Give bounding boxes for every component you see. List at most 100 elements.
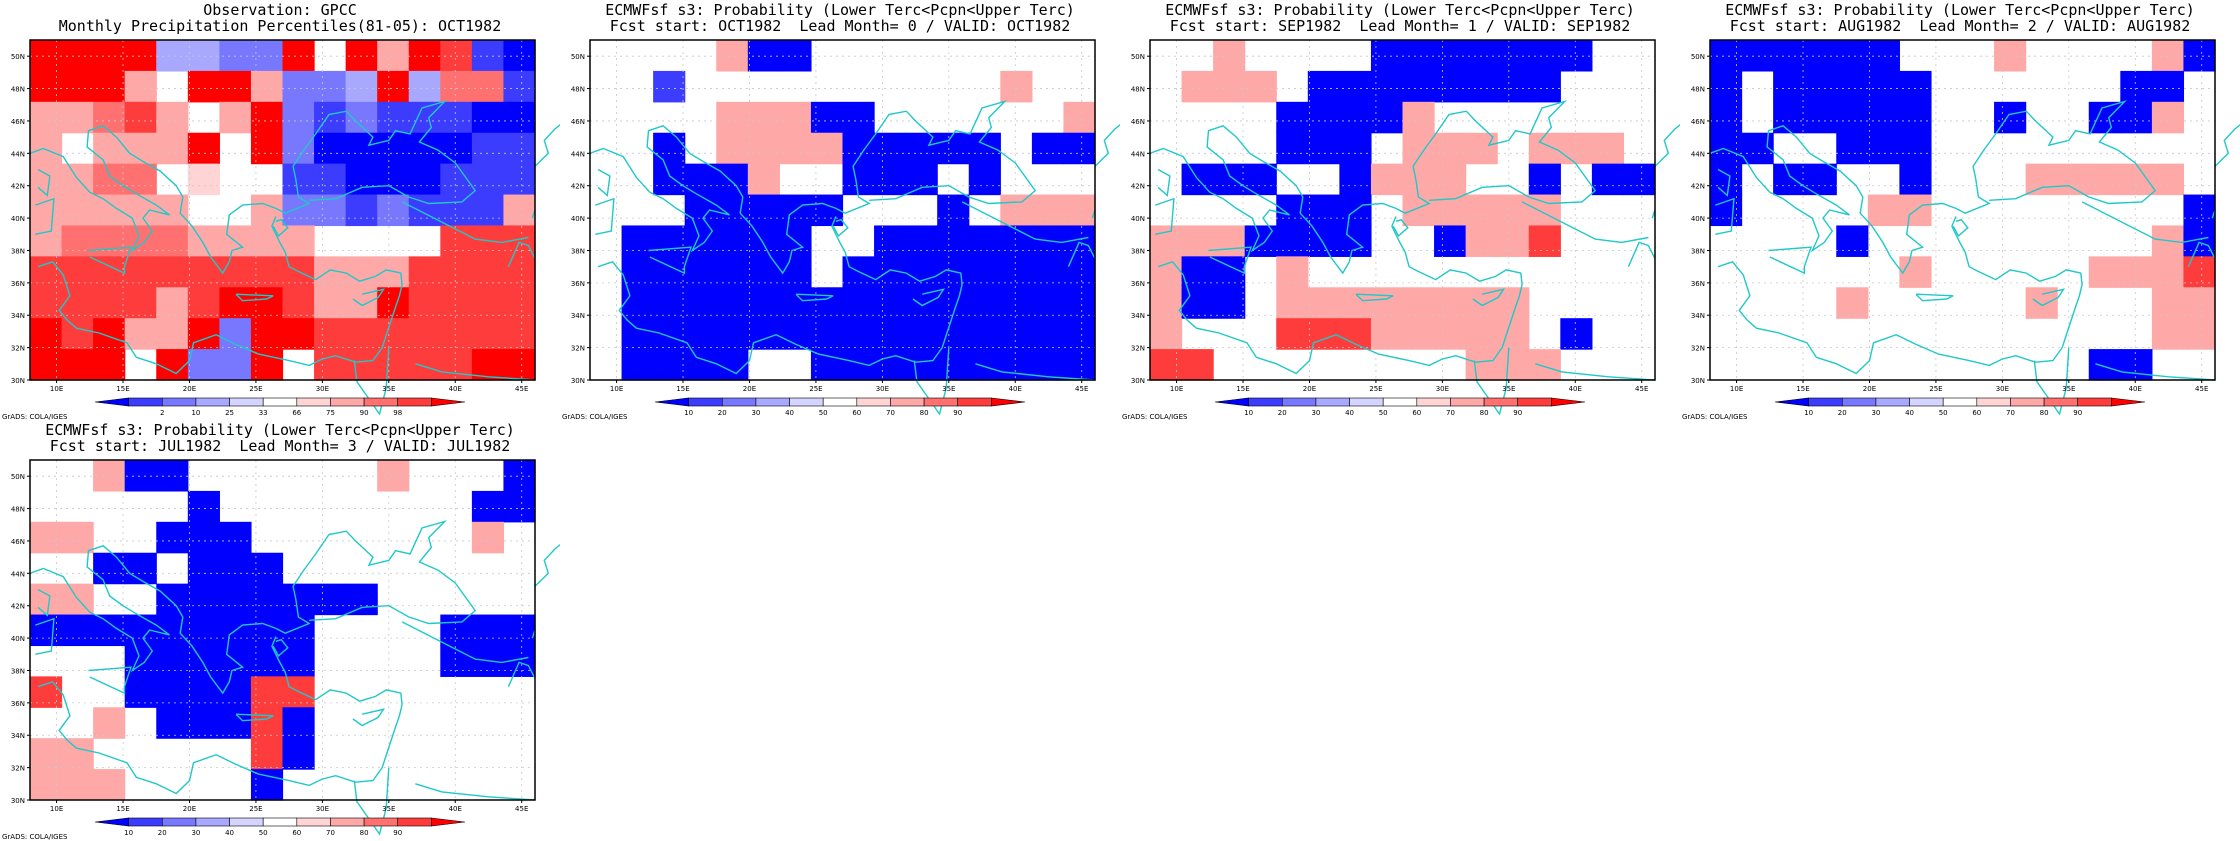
precip-cell bbox=[440, 645, 473, 677]
coastline bbox=[1915, 293, 1954, 302]
precip-cell bbox=[937, 194, 970, 227]
lat-label: 48N bbox=[571, 86, 585, 94]
coastline bbox=[507, 241, 536, 267]
lon-label: 45E bbox=[515, 805, 528, 813]
coastline bbox=[415, 363, 536, 381]
colorbar-segment bbox=[1416, 397, 1451, 407]
precip-cell bbox=[2183, 318, 2216, 350]
colorbar-label: 50 bbox=[259, 829, 268, 837]
colorbar-label: 20 bbox=[158, 829, 167, 837]
precip-cell bbox=[1867, 40, 1900, 72]
precip-cell bbox=[250, 70, 284, 103]
precip-cell bbox=[345, 583, 378, 616]
precip-cell bbox=[1276, 132, 1309, 165]
precip-cell bbox=[968, 132, 1001, 165]
precip-cell bbox=[282, 583, 315, 616]
colorbar-label: 40 bbox=[225, 829, 234, 837]
lon-label: 35E bbox=[1502, 385, 1515, 393]
precip-cell bbox=[1276, 287, 1309, 319]
precip-cell bbox=[1402, 287, 1435, 319]
precip-cell bbox=[1836, 40, 1869, 72]
colorbar-label: 60 bbox=[1412, 409, 1421, 417]
lat-label: 38N bbox=[11, 667, 25, 675]
colorbar-label: 50 bbox=[1379, 409, 1388, 417]
precip-cell bbox=[61, 194, 94, 227]
colorbar-label: 70 bbox=[2006, 409, 2015, 417]
precip-cell bbox=[1031, 194, 1065, 227]
lon-label: 15E bbox=[1236, 385, 1249, 393]
precip-cell bbox=[187, 40, 220, 72]
precip-cell bbox=[282, 738, 315, 770]
precip-cell bbox=[1213, 163, 1246, 196]
precip-cell bbox=[345, 70, 378, 103]
lon-label: 15E bbox=[1796, 385, 1809, 393]
colorbar-label: 50 bbox=[819, 409, 828, 417]
coastline bbox=[352, 288, 386, 307]
coastline bbox=[1535, 363, 1656, 381]
precip-cell bbox=[1623, 163, 1656, 196]
precip-cell bbox=[1465, 70, 1498, 103]
precip-cell bbox=[471, 490, 505, 523]
colorbar-segment bbox=[1281, 397, 1317, 407]
precip-cell bbox=[1213, 70, 1246, 103]
precip-cell bbox=[156, 287, 189, 319]
lon-label: 25E bbox=[249, 385, 262, 393]
precip-cell bbox=[1465, 194, 1498, 227]
panel-title-line1: ECMWFsf s3: Probability (Lower Terc<Pcpn… bbox=[1725, 1, 2195, 19]
precip-cell bbox=[779, 287, 812, 319]
precip-cell bbox=[156, 460, 189, 492]
precip-cell bbox=[503, 287, 536, 319]
lat-label: 30N bbox=[571, 377, 585, 385]
precip-cell bbox=[1994, 40, 2027, 72]
precip-cell bbox=[716, 163, 749, 196]
precip-cell bbox=[2183, 256, 2216, 288]
precip-cell bbox=[503, 349, 536, 381]
coastline bbox=[795, 293, 834, 302]
precip-cell bbox=[440, 194, 473, 227]
precip-cell bbox=[842, 318, 875, 350]
precip-cell bbox=[503, 256, 536, 288]
precip-cell bbox=[30, 521, 63, 554]
precip-cell bbox=[282, 318, 315, 350]
precip-cell bbox=[408, 132, 441, 165]
precip-cell bbox=[187, 132, 220, 165]
coastline bbox=[1709, 125, 1957, 275]
colorbar-label: 33 bbox=[259, 409, 268, 417]
colorbar-label: 70 bbox=[326, 829, 335, 837]
precip-cell bbox=[377, 163, 410, 196]
precip-cell bbox=[1063, 132, 1096, 165]
panel-observation-gpcc: Observation: GPCC Monthly Precipitation … bbox=[0, 0, 560, 421]
coastline bbox=[595, 197, 615, 235]
precip-cell bbox=[1402, 101, 1435, 134]
precip-cell bbox=[1307, 287, 1340, 319]
precip-cell bbox=[503, 70, 536, 103]
precip-cell bbox=[440, 318, 473, 350]
precip-cell bbox=[30, 583, 63, 616]
precip-cell bbox=[1710, 163, 1743, 196]
precip-cell bbox=[440, 349, 473, 381]
lat-label: 44N bbox=[1131, 150, 1145, 158]
lat-label: 44N bbox=[1691, 150, 1705, 158]
precip-cell bbox=[1591, 132, 1625, 165]
precip-cell bbox=[621, 318, 654, 350]
coastline bbox=[2187, 241, 2216, 267]
precip-cell bbox=[250, 256, 284, 288]
precip-cell bbox=[156, 521, 189, 554]
coastline bbox=[975, 363, 1096, 381]
colorbar-segment bbox=[2111, 397, 2146, 407]
colorbar-segment bbox=[1517, 397, 1552, 407]
coastline bbox=[37, 168, 51, 197]
lon-label: 45E bbox=[2195, 385, 2208, 393]
precip-cell bbox=[250, 40, 284, 72]
coastline bbox=[401, 621, 529, 664]
colorbar-segment bbox=[1875, 397, 1910, 407]
lat-label: 48N bbox=[1691, 86, 1705, 94]
precip-cell bbox=[779, 40, 812, 72]
coastline bbox=[1157, 216, 1523, 375]
lon-label: 10E bbox=[1170, 385, 1183, 393]
lon-label: 15E bbox=[116, 805, 129, 813]
precip-cell bbox=[187, 225, 220, 257]
lat-label: 38N bbox=[1691, 247, 1705, 255]
lat-label: 36N bbox=[11, 280, 25, 288]
colorbar-segment bbox=[789, 397, 824, 407]
